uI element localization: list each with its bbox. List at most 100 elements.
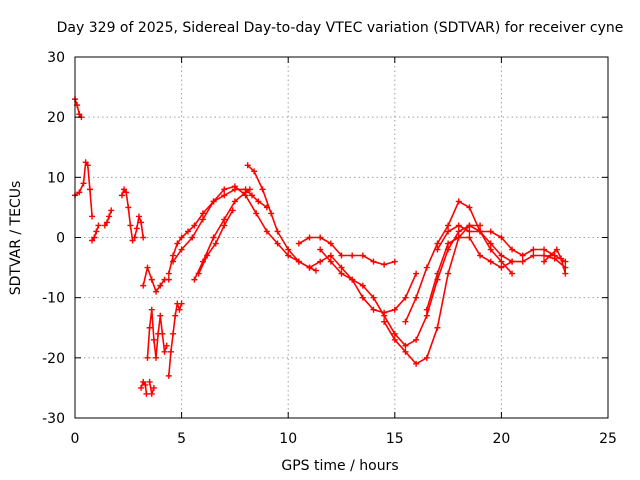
data-point xyxy=(541,246,548,253)
data-point xyxy=(498,252,505,259)
data-point xyxy=(317,246,324,253)
data-point xyxy=(221,192,228,199)
data-point xyxy=(170,252,177,259)
data-point xyxy=(349,252,356,259)
series-sat-p xyxy=(244,162,420,316)
series-sat-o xyxy=(195,207,236,277)
data-point xyxy=(327,258,334,265)
data-point xyxy=(76,189,83,196)
data-point xyxy=(274,240,281,247)
data-point xyxy=(138,384,145,391)
data-point xyxy=(391,330,398,337)
data-point xyxy=(455,222,462,229)
axis-ticks: 0 5 10 15 20 25 -30 -20 -10 0 10 20 30 xyxy=(42,50,617,447)
data-point xyxy=(140,282,147,289)
data-point xyxy=(327,252,334,259)
data-point xyxy=(359,252,366,259)
data-point xyxy=(246,186,253,193)
data-point xyxy=(221,222,228,229)
data-point xyxy=(144,264,151,271)
data-point xyxy=(338,252,345,259)
data-point xyxy=(349,276,356,283)
data-point xyxy=(466,222,473,229)
data-point xyxy=(255,198,262,205)
data-point xyxy=(434,324,441,331)
data-point xyxy=(295,258,302,265)
data-point xyxy=(498,234,505,241)
data-point xyxy=(445,228,452,235)
series-sat-n xyxy=(191,186,253,283)
x-tick-label: 20 xyxy=(492,431,510,447)
data-point xyxy=(129,237,136,244)
x-tick-label: 15 xyxy=(386,431,404,447)
data-point xyxy=(423,312,430,319)
data-point xyxy=(391,258,398,265)
data-point xyxy=(306,234,313,241)
series-sat-e xyxy=(118,186,136,244)
data-point xyxy=(125,204,132,211)
series-line xyxy=(146,308,168,359)
data-point xyxy=(244,162,251,169)
data-point xyxy=(553,246,560,253)
data-point xyxy=(101,222,108,229)
data-point xyxy=(434,246,441,253)
data-point xyxy=(295,240,302,247)
data-point xyxy=(204,252,211,259)
series-sat-d xyxy=(101,207,115,229)
data-point xyxy=(150,336,157,343)
series-sat-u xyxy=(423,234,569,313)
y-tick-label: 20 xyxy=(47,110,65,126)
data-point xyxy=(402,318,409,325)
data-point xyxy=(170,258,177,265)
y-tick-label: 10 xyxy=(47,170,65,186)
y-tick-label: 30 xyxy=(47,50,65,66)
series-line xyxy=(140,381,148,394)
data-point xyxy=(157,282,164,289)
data-point xyxy=(144,354,151,361)
data-point xyxy=(466,204,473,211)
series-sat-k xyxy=(165,300,185,379)
x-tick-label: 5 xyxy=(177,431,186,447)
data-point xyxy=(170,330,177,337)
data-point xyxy=(391,306,398,313)
data-point xyxy=(199,216,206,223)
data-point xyxy=(562,270,569,277)
data-point xyxy=(359,282,366,289)
series-sat-s xyxy=(381,222,484,367)
data-point xyxy=(161,348,168,355)
data-point xyxy=(231,198,238,205)
data-point xyxy=(210,198,217,205)
data-point xyxy=(138,219,145,226)
y-tick-label: -20 xyxy=(42,351,65,367)
data-point xyxy=(519,252,526,259)
data-point xyxy=(413,336,420,343)
data-point xyxy=(402,342,409,349)
data-point xyxy=(274,228,281,235)
grid xyxy=(75,57,608,418)
data-point xyxy=(191,222,198,229)
data-point xyxy=(148,276,155,283)
data-point xyxy=(477,252,484,259)
data-point xyxy=(445,222,452,229)
data-point xyxy=(381,261,388,268)
data-point xyxy=(199,210,206,217)
data-point xyxy=(135,213,142,220)
data-point xyxy=(455,198,462,205)
data-point xyxy=(140,234,147,241)
data-point xyxy=(466,228,473,235)
data-point xyxy=(242,189,249,196)
data-point xyxy=(268,210,275,217)
data-point xyxy=(84,162,91,169)
data-point xyxy=(359,294,366,301)
x-tick-label: 25 xyxy=(599,431,617,447)
data-point xyxy=(76,111,83,118)
data-point xyxy=(195,270,202,277)
data-point xyxy=(146,378,153,385)
y-tick-label: 0 xyxy=(56,231,65,247)
data-point xyxy=(263,228,270,235)
data-point xyxy=(434,240,441,247)
data-point xyxy=(558,255,565,262)
data-point xyxy=(487,240,494,247)
data-point xyxy=(248,192,255,199)
